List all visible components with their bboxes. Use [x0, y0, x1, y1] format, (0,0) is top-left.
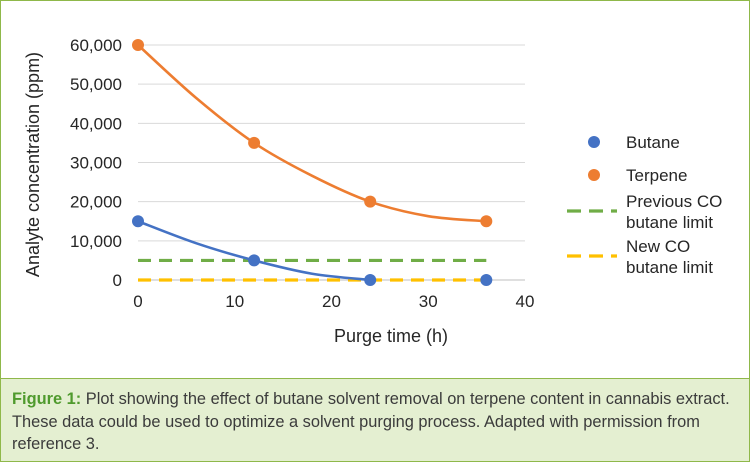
legend-marker	[588, 136, 600, 148]
data-point-2	[132, 39, 144, 51]
legend-label: butane limit	[626, 213, 713, 232]
legend-label: Terpene	[626, 166, 687, 185]
x-tick-label: 40	[516, 292, 535, 311]
x-tick-label: 10	[225, 292, 244, 311]
x-tick-label: 20	[322, 292, 341, 311]
caption-label: Figure 1:	[12, 390, 82, 408]
data-point-1	[364, 274, 377, 286]
data-point-1	[132, 215, 144, 228]
y-tick-label: 60,000	[70, 36, 122, 55]
legend-marker	[588, 169, 600, 181]
data-point-1	[248, 254, 261, 267]
data-point-1	[480, 274, 493, 286]
chart-area: 0 10,000 20,000 30,000 40,000 50,000 60,000 0 10…	[1, 1, 749, 378]
legend-label: butane limit	[626, 258, 713, 277]
y-tick-label: 50,000	[70, 75, 122, 94]
x-tick-label: 30	[419, 292, 438, 311]
data-point-2	[248, 136, 261, 149]
x-axis-title: Purge time (h)	[334, 326, 448, 346]
caption-text: Plot showing the effect of butane solven…	[12, 390, 730, 453]
y-axis-title: Analyte concentration (ppm)	[23, 52, 43, 277]
line-chart: 0 10,000 20,000 30,000 40,000 50,000 60,000 0 10…	[23, 36, 722, 346]
data-point-2	[364, 195, 377, 208]
data-point-2	[480, 215, 493, 228]
series-line-1	[137, 220, 371, 282]
y-tick-label: 30,000	[70, 154, 122, 173]
figure-caption: Figure 1: Plot showing the effect of but…	[1, 378, 749, 461]
y-tick-label: 10,000	[70, 232, 122, 251]
y-tick-label: 0	[113, 271, 122, 290]
y-tick-label: 40,000	[70, 114, 122, 133]
legend-label: Butane	[626, 133, 680, 152]
legend-label: New CO	[626, 237, 690, 256]
legend-label: Previous CO	[626, 192, 722, 211]
x-tick-label: 0	[133, 292, 142, 311]
series-line-2	[137, 44, 487, 223]
y-tick-label: 20,000	[70, 193, 122, 212]
